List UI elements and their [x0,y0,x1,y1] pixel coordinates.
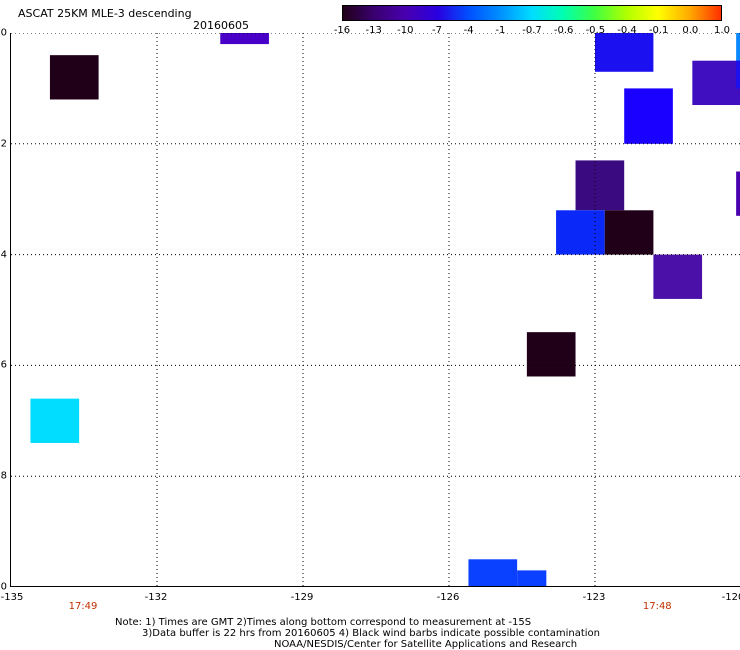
note-line-1: Note: 1) Times are GMT 2)Times along bot… [115,617,532,628]
data-cell [736,60,740,89]
color-scale-label: -0.6 [553,25,574,36]
longitude-tick-label: -129 [290,592,314,603]
data-cell [556,210,605,255]
latitude-tick-label: -16 [0,359,7,371]
data-cell [517,570,547,586]
note-line-2: 3)Data buffer is 22 hrs from 20160605 4)… [142,628,600,639]
time-label: 17:48 [642,601,672,612]
data-cell [30,398,80,443]
color-scale-label: -0.7 [522,25,542,36]
map-svg [11,33,740,586]
color-scale-bar [342,5,722,21]
color-scale-label: -7 [432,25,442,36]
data-cell [653,254,703,299]
map-plot-area [10,33,740,587]
data-cell [595,33,654,72]
data-cell [692,60,740,106]
data-cell [604,210,654,255]
longitude-tick-label: -126 [436,592,460,603]
data-cell [624,88,673,144]
data-cell [526,332,576,377]
color-scale-label: -1 [495,25,506,36]
latitude-tick-label: -20 [0,581,7,593]
map-date: 20160605 [193,19,249,32]
data-cell [220,33,269,45]
color-scale-label: -0.5 [585,25,606,36]
color-scale-label: -13 [365,25,382,36]
data-cell [736,33,740,72]
color-scale-label: -16 [333,25,351,36]
time-label: 17:49 [68,601,98,612]
latitude-tick-label: -14 [0,249,7,261]
color-scale-label: -4 [463,25,474,36]
note-line-3: NOAA/NESDIS/Center for Satellite Applica… [274,639,578,650]
color-scale-label: -10 [397,25,414,36]
color-scale-label: 0.0 [682,25,699,36]
longitude-tick-label: -123 [582,592,606,603]
longitude-tick-label: -135 [0,592,24,603]
latitude-tick-label: -12 [0,138,7,150]
map-title: ASCAT 25KM MLE-3 descending [18,7,192,20]
color-scale-label: -0.4 [617,25,637,36]
color-scale-label: -0.1 [648,25,669,36]
color-scale-label: 1.0 [714,25,730,36]
data-cell [468,559,518,586]
data-cell [736,171,740,216]
latitude-tick-label: -18 [0,470,7,482]
latitude-tick-label: -10 [0,27,7,39]
color-scale-labels: -16 -13 -10 -7 -4 -1 -0.7 -0.6 -0.5 -0.4 -0.1 0.0 1.… [0,25,740,39]
data-cell [575,160,625,211]
longitude-tick-label: -132 [144,592,168,603]
data-cell [49,55,99,100]
longitude-tick-label: -120 [721,592,740,603]
